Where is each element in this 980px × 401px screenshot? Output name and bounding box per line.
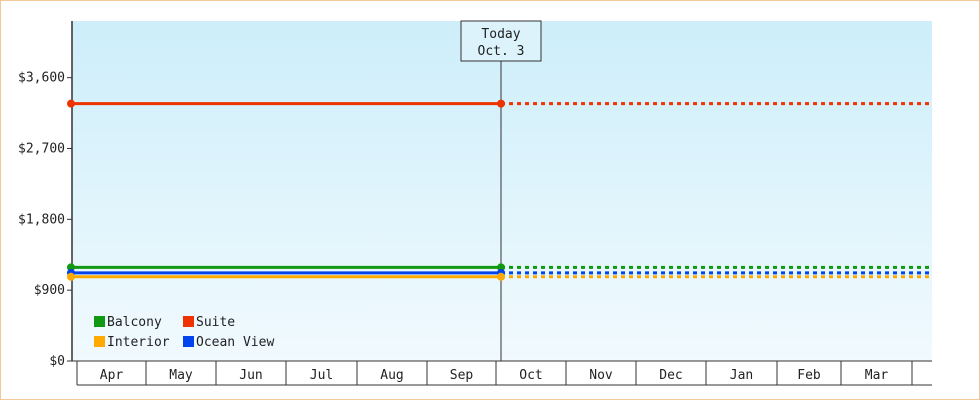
series-point-suite [497,99,505,108]
legend-label-interior: Interior [107,335,170,350]
series-point-balcony [497,263,505,272]
legend-swatch-balcony [94,316,105,327]
y-tick-label: $0 [49,354,65,369]
today-label: Today [481,27,520,42]
month-label: Aug [380,368,403,383]
month-label: Sep [450,368,474,383]
month-label: Apr [100,368,124,383]
today-date-label: Oct. 3 [478,44,525,59]
plot-area [72,21,932,361]
series-point-suite [67,99,75,108]
legend-label-ocean-view: Ocean View [196,335,274,350]
month-label: Feb [797,368,821,383]
month-label: Jun [239,368,262,383]
legend-swatch-suite [183,316,194,327]
legend-swatch-ocean-view [183,336,194,347]
y-tick-label: $1,800 [18,212,65,227]
y-tick-label: $900 [34,283,65,298]
month-label: Dec [659,368,682,383]
legend-label-suite: Suite [196,315,235,330]
month-label: Mar [865,368,889,383]
series-point-interior [497,272,505,281]
series-point-interior [67,272,75,281]
today-box [460,20,542,62]
y-tick-label: $2,700 [18,142,65,157]
month-label: May [169,368,193,383]
month-label: Jul [310,368,333,383]
legend-label-balcony: Balcony [107,315,162,330]
y-tick-label: $3,600 [18,71,65,86]
month-label: Oct [519,368,542,383]
series-point-balcony [67,263,75,272]
month-label: Nov [589,368,613,383]
legend-swatch-interior [94,336,105,347]
month-label: Jan [730,368,753,383]
